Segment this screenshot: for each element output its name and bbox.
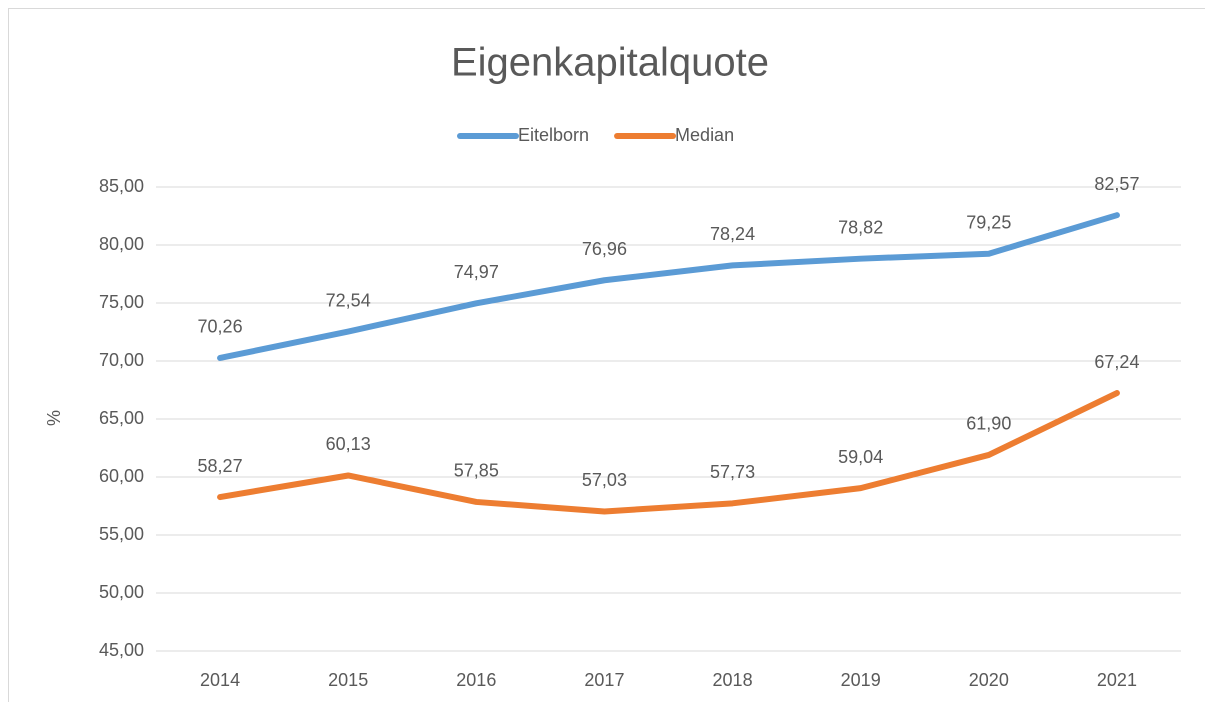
data-label: 59,04: [838, 447, 883, 467]
series-line: [217, 390, 1120, 515]
data-label: 57,85: [454, 461, 499, 481]
data-label: 78,24: [710, 224, 755, 244]
x-tick-label: 2019: [841, 670, 881, 690]
y-tick-label: 55,00: [99, 524, 144, 544]
data-label: 79,25: [966, 212, 1011, 232]
y-tick-label: 80,00: [99, 234, 144, 254]
data-label: 78,82: [838, 217, 883, 237]
y-tick-label: 65,00: [99, 408, 144, 428]
data-label: 72,54: [326, 290, 371, 310]
x-tick-label: 2017: [584, 670, 624, 690]
data-label: 57,03: [582, 470, 627, 490]
x-tick-label: 2015: [328, 670, 368, 690]
data-label: 58,27: [198, 456, 243, 476]
y-tick-label: 85,00: [99, 176, 144, 196]
data-label: 82,57: [1094, 174, 1139, 194]
x-tick-label: 2021: [1097, 670, 1137, 690]
y-axis-label: %: [44, 410, 64, 426]
data-label: 76,96: [582, 239, 627, 259]
y-tick-label: 45,00: [99, 640, 144, 660]
y-tick-label: 50,00: [99, 582, 144, 602]
y-tick-label: 60,00: [99, 466, 144, 486]
y-tick-label: 75,00: [99, 292, 144, 312]
legend-label: Median: [675, 125, 734, 145]
data-label: 61,90: [966, 414, 1011, 434]
data-label: 74,97: [454, 262, 499, 282]
data-label: 57,73: [710, 462, 755, 482]
data-label: 70,26: [198, 317, 243, 337]
chart-border: [8, 8, 1205, 702]
x-tick-label: 2014: [200, 670, 240, 690]
y-tick-label: 70,00: [99, 350, 144, 370]
x-tick-label: 2020: [969, 670, 1009, 690]
x-tick-label: 2018: [713, 670, 753, 690]
data-label: 60,13: [326, 434, 371, 454]
legend-label: Eitelborn: [518, 125, 589, 145]
series-line: [217, 212, 1120, 361]
x-tick-label: 2016: [456, 670, 496, 690]
chart-title: Eigenkapitalquote: [451, 41, 769, 85]
data-label: 67,24: [1094, 352, 1139, 372]
